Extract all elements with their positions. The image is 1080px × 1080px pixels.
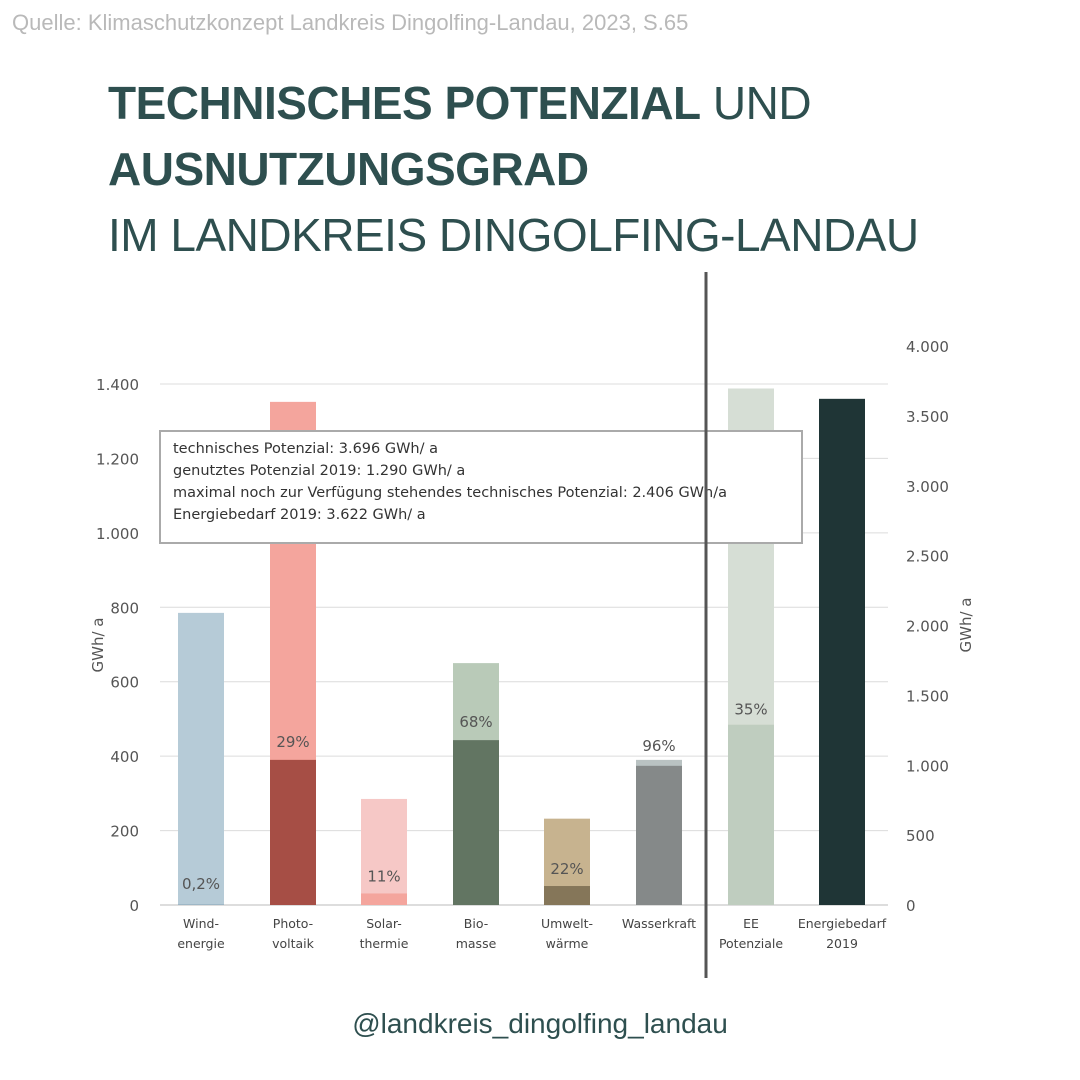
right-y-axis: 0 500 1.000 1.500 2.000 2.500 3.000 3.500 4.000 G…: [906, 338, 975, 915]
title-line1-bold: TECHNISCHES POTENZIAL: [108, 77, 701, 129]
bars: 0,2% 29% 11% 68% 22% 96% 35%: [178, 388, 865, 905]
category-label: Wasserkraft: [622, 916, 696, 931]
bar-used: [361, 893, 407, 905]
category-label: energie: [177, 936, 225, 951]
right-tick-label: 3.500: [906, 408, 949, 426]
bar-technical: [361, 798, 407, 905]
category-label: Umwelt-: [541, 916, 593, 931]
title-line2-bold: AUSNUTZUNGSGRAD: [108, 143, 589, 195]
left-tick-label: 1.400: [96, 376, 139, 394]
right-tick-label: 4.000: [906, 338, 949, 356]
right-tick-label: 2.500: [906, 548, 949, 566]
right-tick-label: 3.000: [906, 478, 949, 496]
percent-label: 11%: [367, 867, 400, 885]
category-label: masse: [456, 936, 497, 951]
annotation-line: maximal noch zur Verfügung stehendes tec…: [173, 485, 727, 501]
percent-label: 96%: [642, 737, 675, 755]
left-tick-label: 400: [110, 748, 139, 766]
annotation-frame: [159, 430, 803, 544]
category-label: 2019: [826, 936, 858, 951]
percent-label: 68%: [459, 713, 492, 731]
y2-axis-title: GWh/ a: [957, 598, 975, 653]
annotation-line: technisches Potenzial: 3.696 GWh/ a: [173, 441, 438, 457]
right-tick-label: 2.000: [906, 618, 949, 636]
category-label: Energiebedarf: [798, 916, 887, 931]
percent-label: 35%: [734, 701, 767, 719]
page-title: TECHNISCHES POTENZIAL UND AUSNUTZUNGSGRA…: [108, 70, 919, 268]
category-label: Potenziale: [719, 936, 783, 951]
percent-label: 29%: [276, 733, 309, 751]
left-tick-label: 0: [129, 897, 139, 915]
right-tick-label: 500: [906, 827, 935, 845]
bar-used: [178, 904, 224, 905]
category-label: EE: [743, 916, 759, 931]
right-tick-label: 1.500: [906, 687, 949, 705]
annotation-box: technisches Potenzial: 3.696 GWh/ a genut…: [159, 430, 803, 544]
category-label: Solar-: [366, 916, 402, 931]
bar-ee-used: [728, 724, 774, 905]
category-label: wärme: [546, 936, 589, 951]
category-label: voltaik: [272, 936, 315, 951]
left-tick-label: 1.000: [96, 525, 139, 543]
percent-label: 22%: [550, 860, 583, 878]
y-axis-title: GWh/ a: [89, 618, 107, 673]
title-line3-regular: IM LANDKREIS DINGOLFING-LANDAU: [108, 209, 919, 261]
left-tick-label: 1.200: [96, 450, 139, 468]
bar-technical: [178, 612, 224, 905]
category-label: Wind-: [183, 916, 219, 931]
category-label: Bio-: [464, 916, 488, 931]
source-note: Quelle: Klimaschutzkonzept Landkreis Din…: [12, 10, 689, 35]
bar-energiebedarf: [819, 398, 865, 905]
left-tick-label: 200: [110, 823, 139, 841]
annotation-line: Energiebedarf 2019: 3.622 GWh/ a: [173, 507, 426, 523]
category-label: Photo-: [273, 916, 313, 931]
title-line1-regular: UND: [700, 77, 812, 129]
bar-used: [453, 740, 499, 905]
left-y-axis: 0 200 400 600 800 1.000 1.200 1.400 GWh/ a: [89, 376, 139, 915]
bar-used: [270, 759, 316, 905]
left-tick-label: 600: [110, 674, 139, 692]
category-label: thermie: [360, 936, 409, 951]
bar-used: [544, 886, 590, 905]
annotation-line: genutztes Potenzial 2019: 1.290 GWh/ a: [173, 463, 465, 479]
right-tick-label: 0: [906, 897, 916, 915]
bar-used: [636, 765, 682, 905]
percent-label: 0,2%: [182, 875, 220, 893]
bar-chart: 0 200 400 600 800 1.000 1.200 1.400 GWh/ a 0 500 1…: [89, 272, 975, 978]
category-labels: Wind-energie Photo-voltaik Solar-thermie Bi…: [177, 916, 886, 951]
right-tick-label: 1.000: [906, 757, 949, 775]
social-handle: @landkreis_dingolfing_landau: [352, 1008, 728, 1039]
left-tick-label: 800: [110, 599, 139, 617]
